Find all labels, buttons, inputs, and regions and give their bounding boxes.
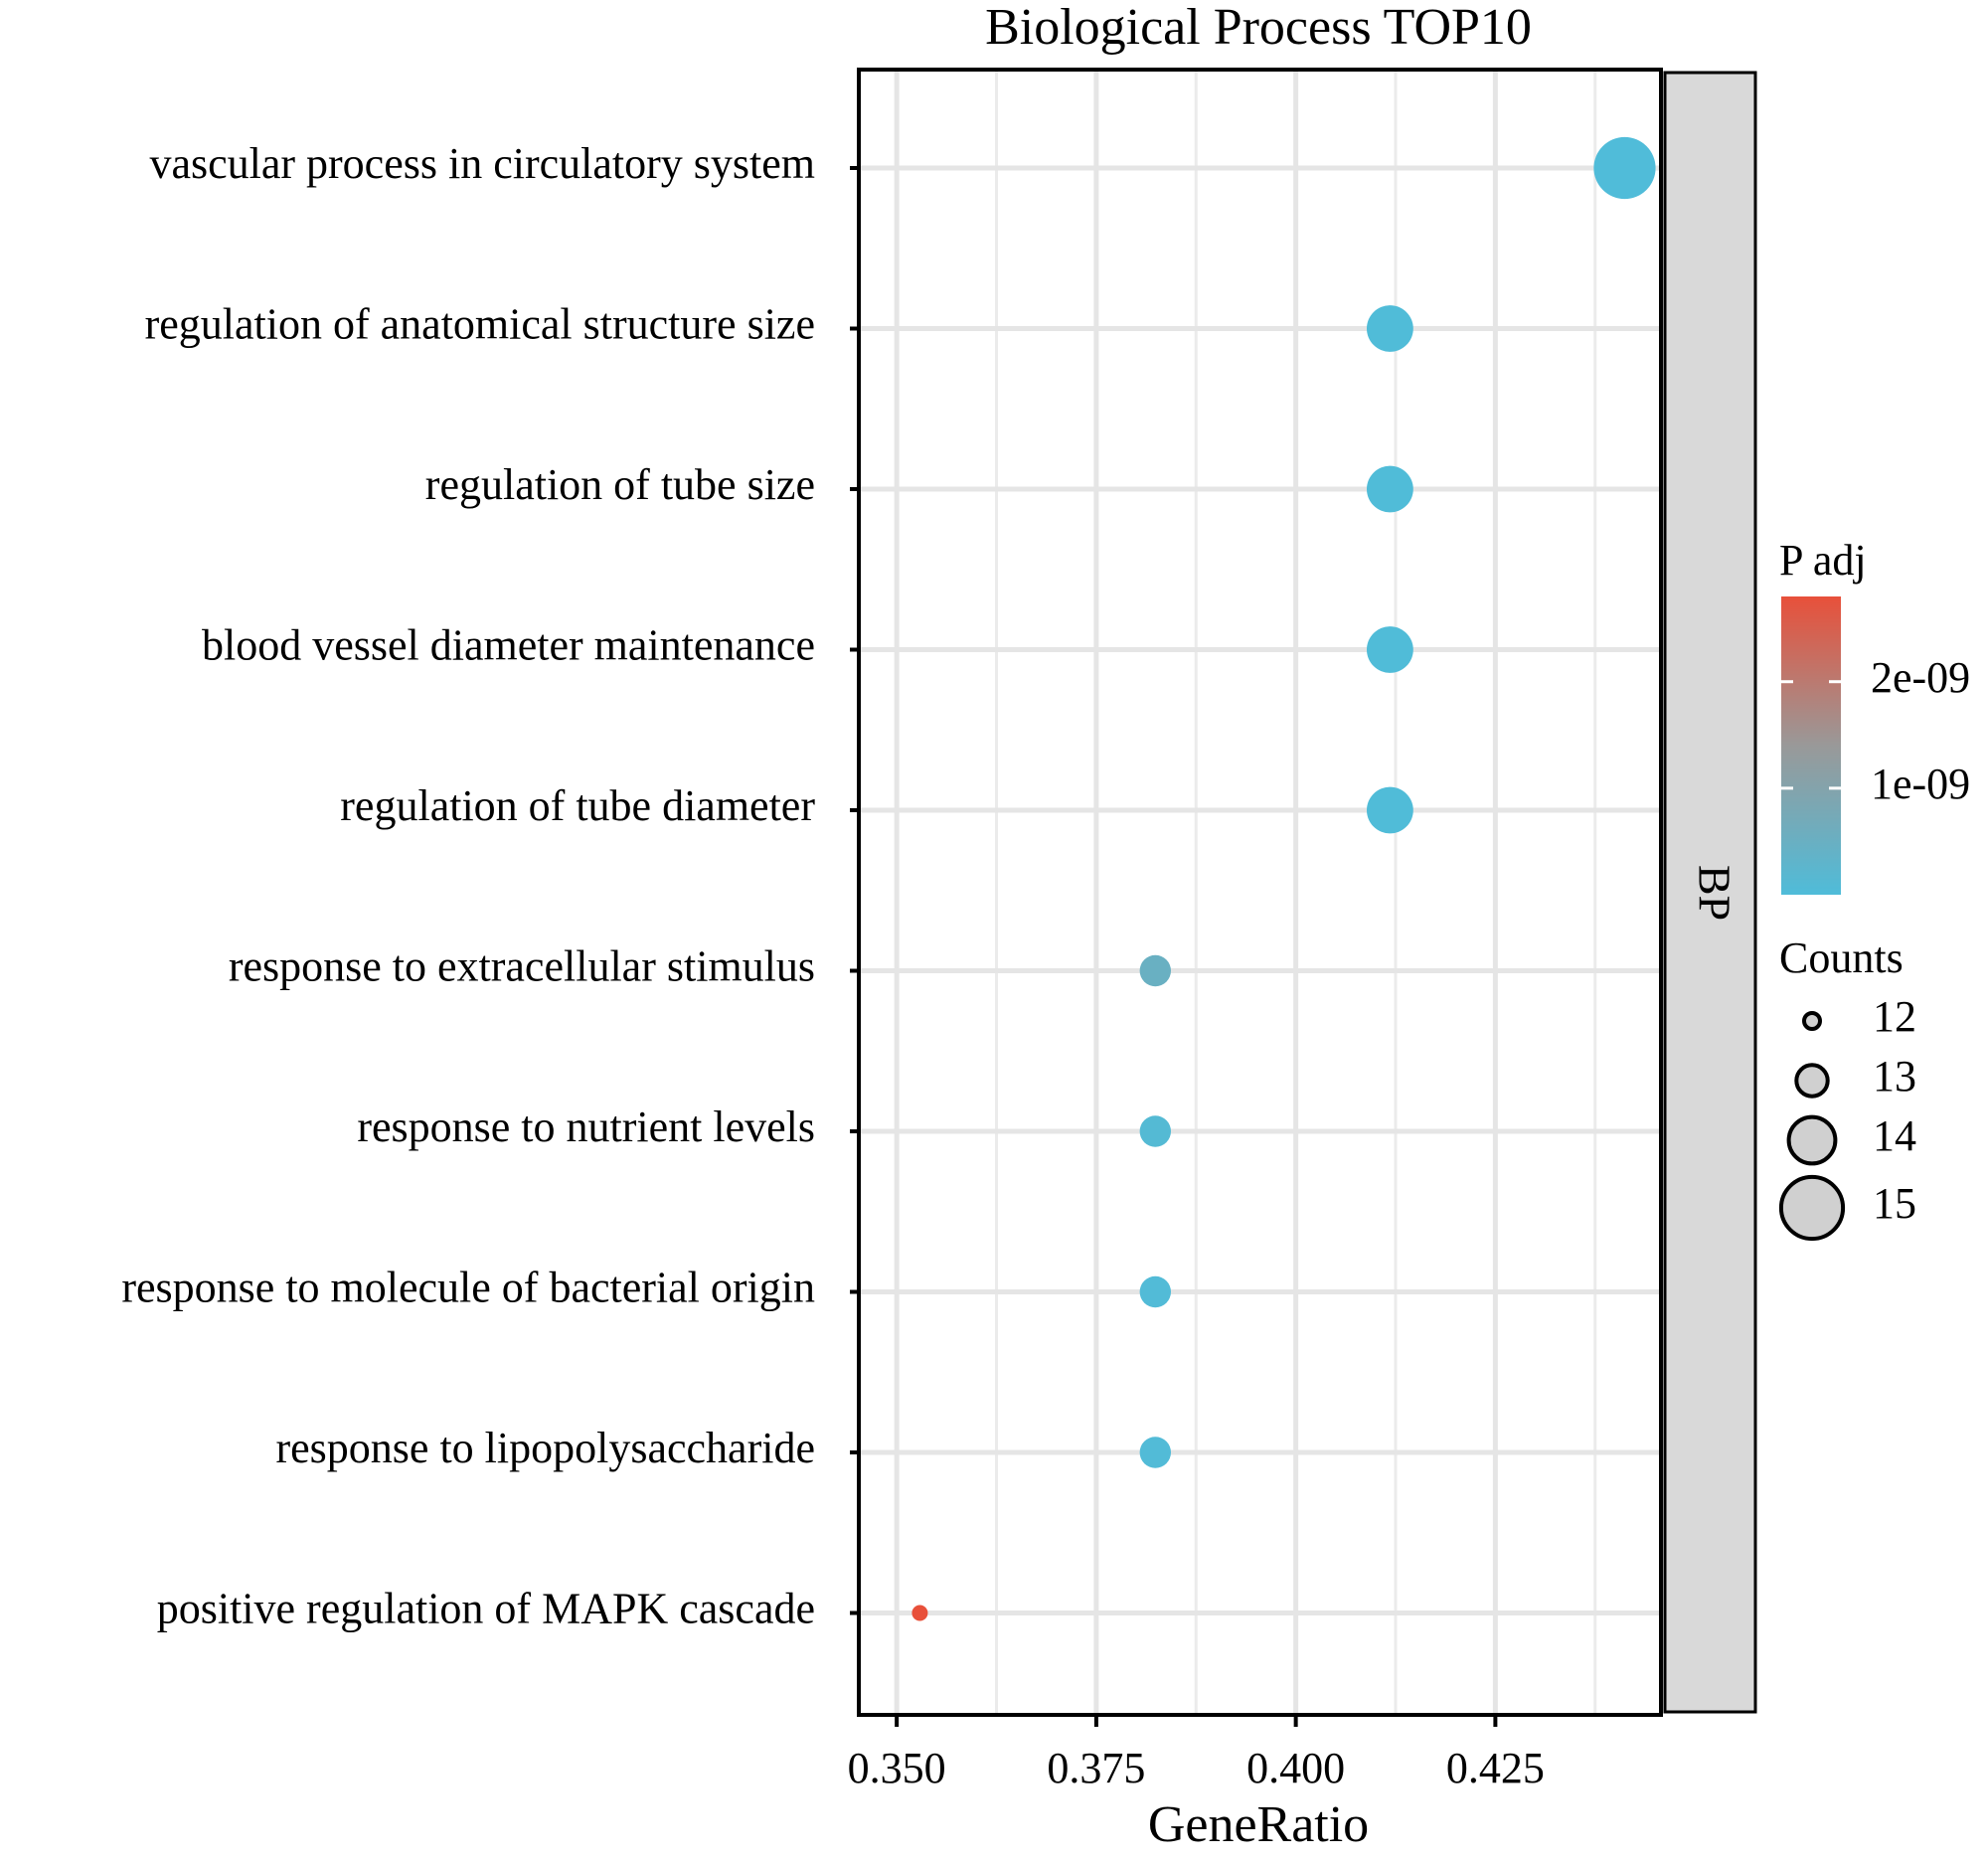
y-tick-label: response to lipopolysaccharide [275, 1424, 815, 1472]
data-point [1139, 1275, 1172, 1308]
y-tick-label: regulation of tube diameter [340, 781, 815, 830]
y-tick-label: response to molecule of bacterial origin [121, 1264, 815, 1312]
plot-panel-border [857, 68, 1663, 1717]
y-tick-label: response to extracellular stimulus [229, 942, 815, 991]
data-point [911, 1605, 928, 1621]
size-legend-key [1786, 1114, 1838, 1166]
color-legend-label: 2e-09 [1871, 653, 1970, 702]
color-legend-title: P adj [1779, 536, 1867, 585]
data-point [1139, 1437, 1172, 1468]
color-legend-ticks: 1e-09 2e-09 [1781, 653, 1970, 808]
size-legend-label: 13 [1873, 1052, 1916, 1101]
facet-strip [1663, 71, 1757, 1714]
y-tick-label: regulation of anatomical structure size [145, 300, 815, 349]
data-point [1139, 954, 1172, 987]
y-tick-label: vascular process in circulatory system [149, 139, 815, 188]
size-legend-key [1802, 1011, 1822, 1031]
size-legend-label: 12 [1873, 992, 1916, 1041]
y-tick-label: regulation of tube size [425, 460, 815, 509]
data-point [1593, 136, 1656, 200]
grid-layer [861, 72, 1659, 1713]
size-legend-items: 12 13 14 15 [1778, 992, 1916, 1242]
x-tick-label: 0.425 [1446, 1744, 1545, 1792]
size-legend-title: Counts [1779, 933, 1904, 982]
data-point [1139, 1115, 1172, 1147]
data-point [1366, 465, 1413, 513]
size-legend-label: 14 [1873, 1111, 1916, 1160]
data-point [1366, 786, 1413, 834]
y-tick-label: blood vessel diameter maintenance [202, 621, 815, 670]
size-legend-key [1794, 1063, 1830, 1099]
x-tick-label: 0.375 [1047, 1744, 1145, 1792]
x-axis-title: GeneRatio [1148, 1796, 1369, 1853]
x-axis-ticks: 0.350 0.375 0.400 0.425 [848, 1715, 1545, 1792]
size-legend-key [1778, 1174, 1846, 1242]
x-tick-label: 0.400 [1246, 1744, 1345, 1792]
color-legend-label: 1e-09 [1871, 760, 1970, 808]
y-axis-labels: vascular process in circulatory system re… [121, 139, 859, 1633]
x-tick-label: 0.350 [848, 1744, 946, 1792]
y-tick-label: positive regulation of MAPK cascade [157, 1585, 815, 1633]
facet-strip-label: BP [1689, 865, 1740, 921]
size-legend-label: 15 [1873, 1179, 1916, 1228]
data-point [1366, 305, 1413, 352]
y-tick-label: response to nutrient levels [357, 1102, 815, 1151]
data-point [1366, 626, 1413, 673]
color-legend-bar [1781, 596, 1841, 895]
points-layer [911, 136, 1656, 1621]
chart-title: Biological Process TOP10 [985, 0, 1532, 56]
